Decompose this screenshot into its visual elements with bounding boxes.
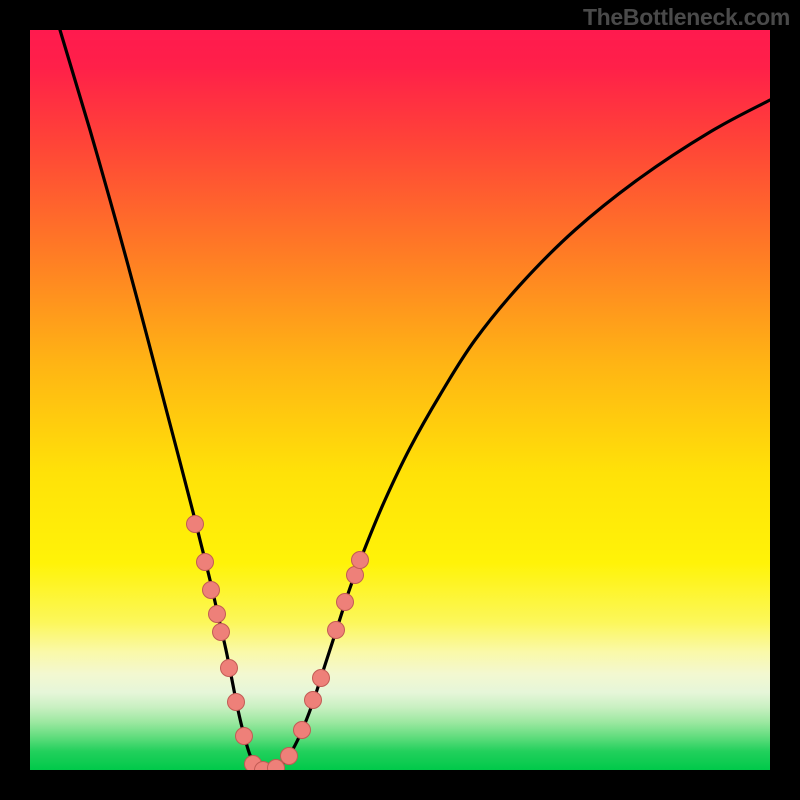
data-marker <box>347 567 364 584</box>
data-marker <box>203 582 220 599</box>
gradient-background <box>30 30 770 770</box>
data-marker <box>236 728 253 745</box>
data-marker <box>221 660 238 677</box>
data-marker <box>294 722 311 739</box>
data-marker <box>305 692 322 709</box>
data-marker <box>313 670 330 687</box>
data-marker <box>213 624 230 641</box>
watermark-text: TheBottleneck.com <box>583 4 790 31</box>
chart-container: TheBottleneck.com <box>0 0 800 800</box>
data-marker <box>352 552 369 569</box>
data-marker <box>197 554 214 571</box>
data-marker <box>187 516 204 533</box>
data-marker <box>328 622 345 639</box>
data-marker <box>281 748 298 765</box>
data-marker <box>337 594 354 611</box>
data-marker <box>228 694 245 711</box>
bottleneck-v-chart <box>0 0 800 800</box>
data-marker <box>209 606 226 623</box>
